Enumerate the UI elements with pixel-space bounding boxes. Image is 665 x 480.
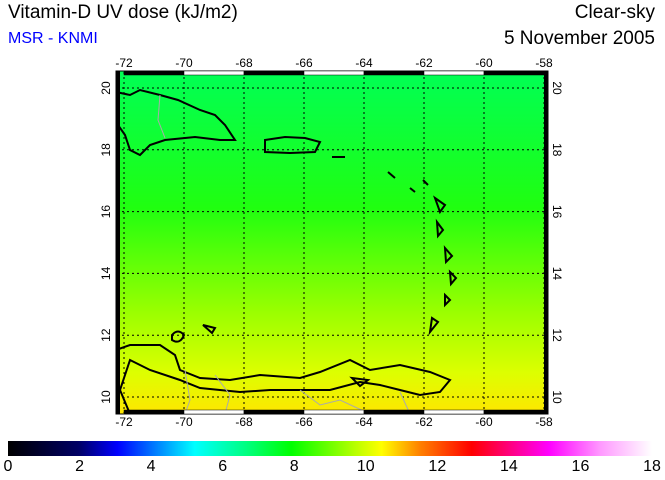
colorbar-tick-label: 16 [571,458,590,475]
lat-label-right: 18 [550,143,564,157]
colorbar-tick-label: 0 [3,458,13,475]
lat-label-right: 12 [550,329,564,343]
date-label: 5 November 2005 [503,28,655,49]
lon-label-top: -62 [415,56,433,70]
lon-label-top: -72 [115,56,133,70]
frame-segment [303,409,365,415]
frame-segment [183,70,245,76]
lon-label-bottom: -68 [235,415,253,429]
frame-segment [123,70,185,76]
lon-label-bottom: -72 [115,415,133,429]
colorbar-tick-label: 14 [499,458,518,475]
lat-label-left: 10 [99,390,113,404]
lat-label-right: 20 [550,81,564,95]
frame-segment [483,409,545,415]
lon-label-top: -68 [235,56,253,70]
colorbar-tick-label: 4 [146,458,156,475]
colorbar-tick-label: 18 [643,458,661,475]
lon-label-bottom: -60 [475,415,493,429]
lon-label-bottom: -70 [175,415,193,429]
colorbar-tick-label: 6 [218,458,228,475]
graticule [117,72,547,413]
frame-segment [243,409,305,415]
lon-label-bottom: -58 [535,415,553,429]
frame-segment [303,70,365,76]
colorbar-tick-label: 12 [428,458,447,475]
lat-label-left: 20 [99,81,113,95]
frame-right [544,71,548,414]
source-label: MSR - KNMI [8,30,98,47]
map-title: Vitamin-D UV dose (kJ/m2) [8,2,238,23]
map-frame [116,70,548,415]
frame-left [116,71,120,414]
sky-mode-label: Clear-sky [574,2,655,23]
lon-label-top: -70 [175,56,193,70]
lat-label-right: 14 [550,267,564,281]
lon-label-top: -64 [355,56,373,70]
borders [157,94,411,415]
dose-field [116,71,548,414]
lon-label-bottom: -66 [295,415,313,429]
frame-segment [183,409,245,415]
frame-segment [243,70,305,76]
lon-label-top: -66 [295,56,313,70]
colorbar-tick-label: 2 [75,458,84,475]
frame-segment [483,70,545,76]
lat-label-right: 16 [550,205,564,219]
coastlines [115,88,458,415]
frame-segment [363,70,425,76]
lat-label-left: 16 [99,205,113,219]
lon-label-bottom: -64 [355,415,373,429]
lon-label-bottom: -62 [415,415,433,429]
colorbar [8,441,652,456]
lat-label-right: 10 [550,390,564,404]
lat-label-left: 14 [99,266,113,280]
colorbar-tick-label: 10 [356,458,375,475]
frame-segment [123,409,185,415]
lon-label-top: -58 [535,56,553,70]
lon-label-top: -60 [475,56,493,70]
lat-label-left: 18 [99,143,113,157]
frame-segment [363,409,425,415]
frame-segment [423,70,485,76]
frame-segment [423,409,485,415]
lat-label-left: 12 [99,328,113,342]
colorbar-tick-label: 8 [289,458,299,475]
